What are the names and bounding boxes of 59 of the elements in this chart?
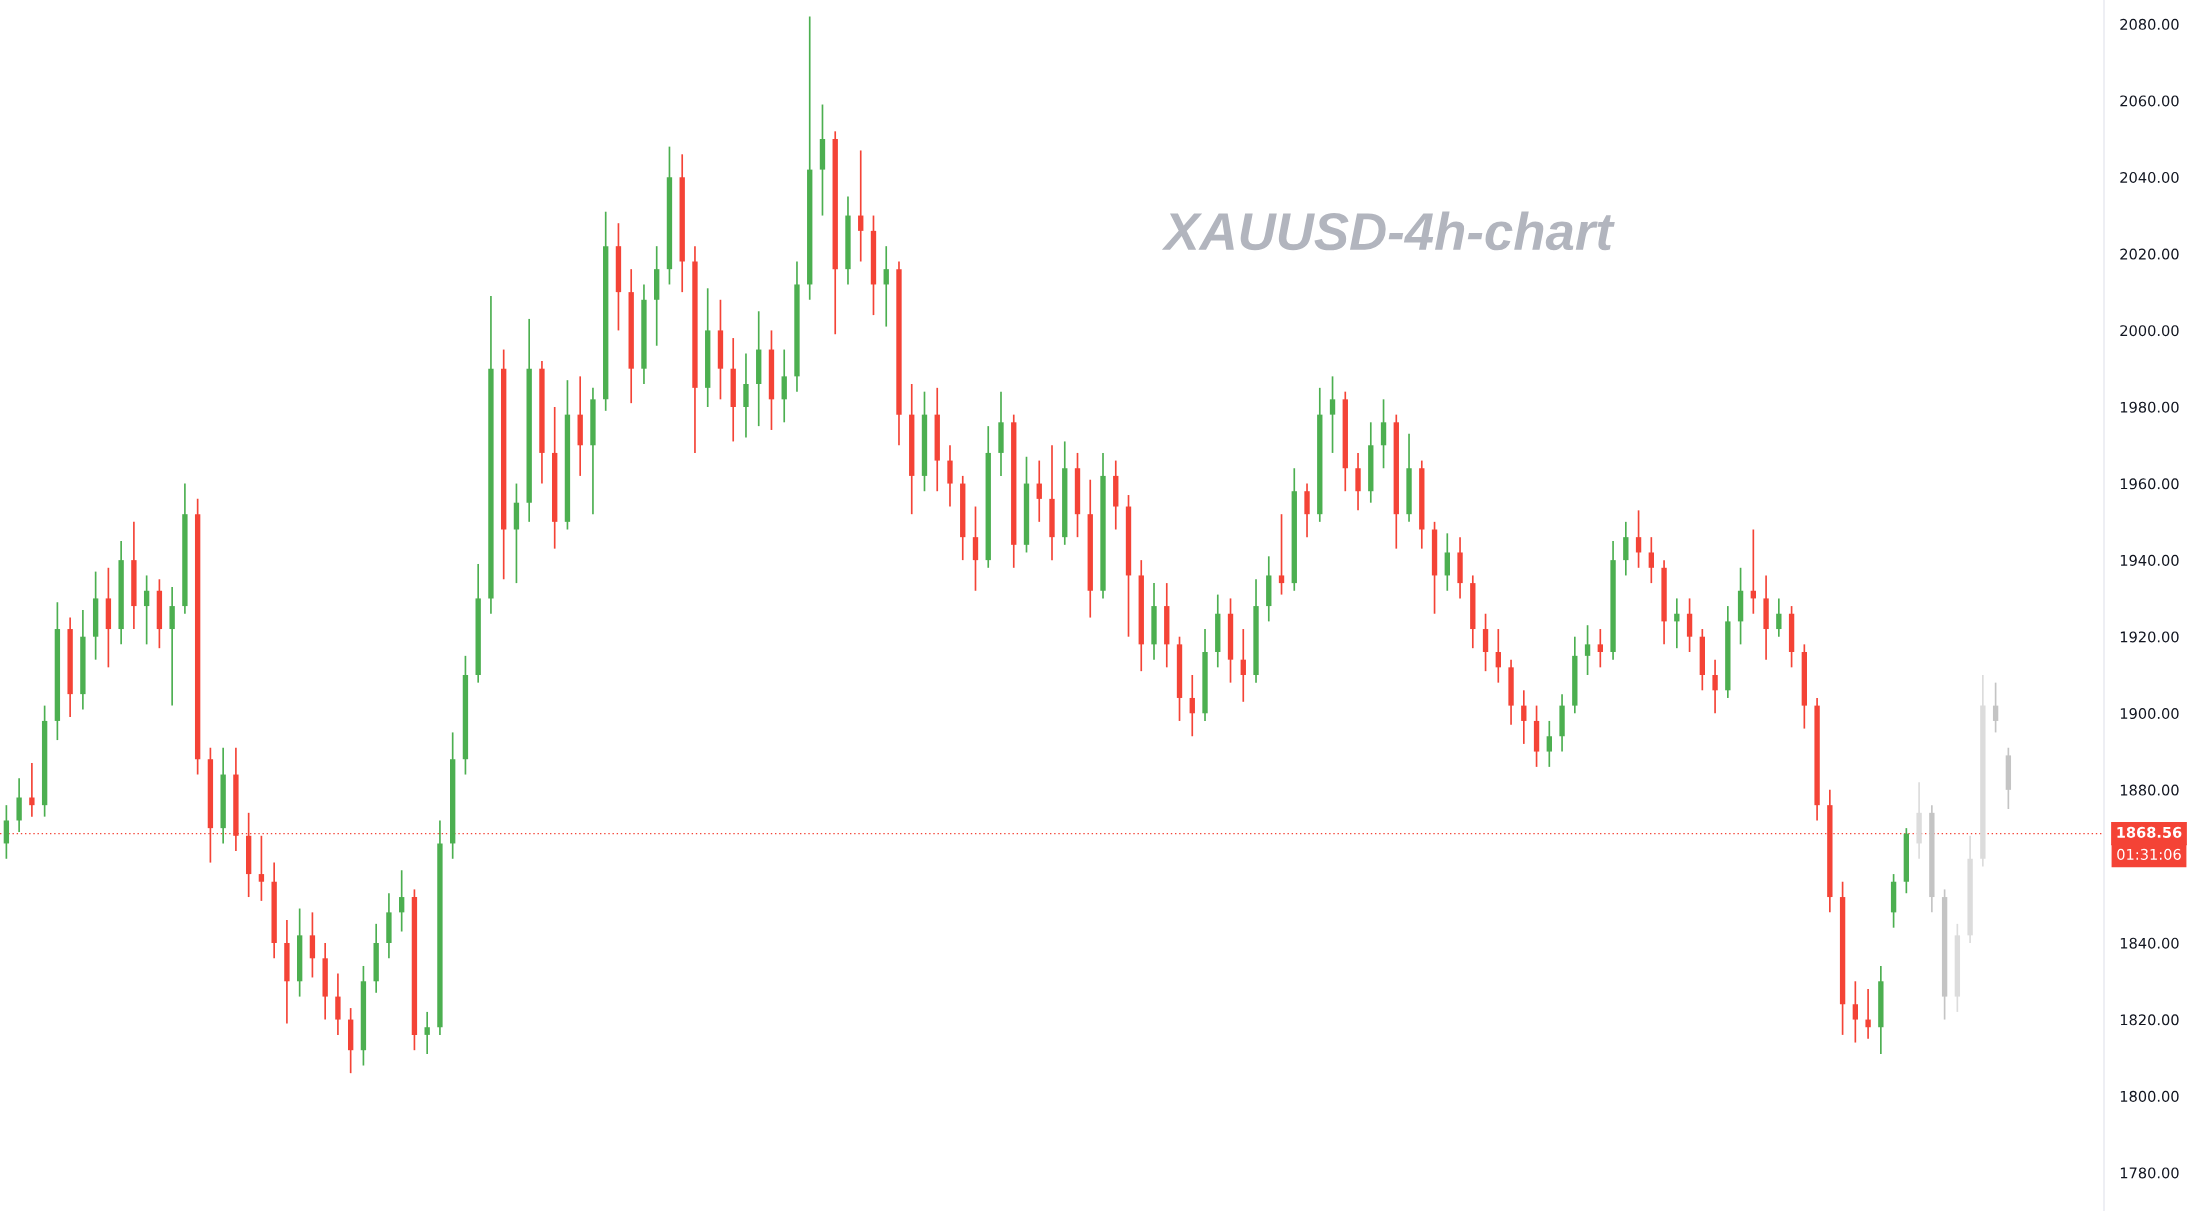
candlestick (1304, 482, 1310, 538)
text: 01:31:06 (2117, 848, 2181, 860)
y-tick-label: 2060.00 (2120, 95, 2179, 107)
candlestick (858, 149, 864, 263)
y-tick-label: 1940.00 (2120, 554, 2179, 566)
y-tick-label: 2000.00 (2120, 325, 2179, 337)
candlestick (972, 505, 979, 592)
candlestick (3, 804, 10, 860)
candlestick (1597, 628, 1603, 669)
y-tick-label: 2040.00 (2120, 171, 2179, 184)
candlestick (1674, 597, 1680, 650)
candlestick (1546, 720, 1552, 768)
y-tick-label: 1960.00 (2120, 478, 2179, 490)
candlestick (1380, 398, 1387, 470)
candlestick (1623, 521, 1629, 577)
candlestick (1712, 658, 1718, 715)
candlestick (424, 1011, 430, 1055)
candlestick (1992, 681, 1999, 734)
candlestick (1036, 459, 1042, 523)
candlestick (1776, 597, 1782, 638)
y-tick-label: 2080.00 (2120, 18, 2179, 30)
y-tick-label: 1920.00 (2120, 631, 2179, 643)
candlestick (1584, 624, 1591, 676)
candlestick (1240, 628, 1246, 703)
candlestick (947, 444, 953, 508)
y-tick-label: 2020.00 (2120, 248, 2179, 260)
candlestick (1648, 536, 1654, 584)
candlestick (1482, 612, 1489, 672)
y-tick-label: 1820.00 (2120, 1014, 2179, 1026)
y-tick-label: 1800.00 (2120, 1090, 2179, 1102)
text: XAUUSD-4h-chart (1161, 211, 1615, 251)
candlestick (169, 586, 175, 707)
candlestick (781, 348, 787, 424)
candlestick (1329, 375, 1336, 454)
candlestick (1852, 980, 1859, 1044)
candlestick (1355, 452, 1361, 512)
candlestick (1189, 674, 1195, 738)
candlestick (29, 762, 35, 818)
candlestick (1278, 513, 1285, 596)
y-tick-label: 1840.00 (2120, 937, 2179, 949)
candlestick (1444, 532, 1450, 592)
candlestick (1521, 689, 1527, 745)
candlestick (143, 574, 150, 646)
y-tick-label: 1880.00 (2120, 784, 2179, 796)
candlestick (258, 834, 265, 902)
candlestick (883, 245, 889, 328)
candlestick (309, 911, 316, 979)
ref-line-label: 1868.56 (2117, 826, 2182, 838)
candlestick (743, 352, 749, 439)
candlestick (1495, 628, 1501, 684)
candlestick (398, 869, 405, 933)
y-tick-label: 1900.00 (2120, 707, 2179, 720)
candlestick (335, 972, 341, 1036)
candlestick (1686, 597, 1693, 653)
candlestick (1865, 988, 1871, 1040)
y-tick-label: 1980.00 (2120, 401, 2179, 413)
candlestick (1635, 509, 1642, 569)
candlestick (16, 777, 22, 833)
y-tick-label: 1780.00 (2120, 1167, 2179, 1179)
